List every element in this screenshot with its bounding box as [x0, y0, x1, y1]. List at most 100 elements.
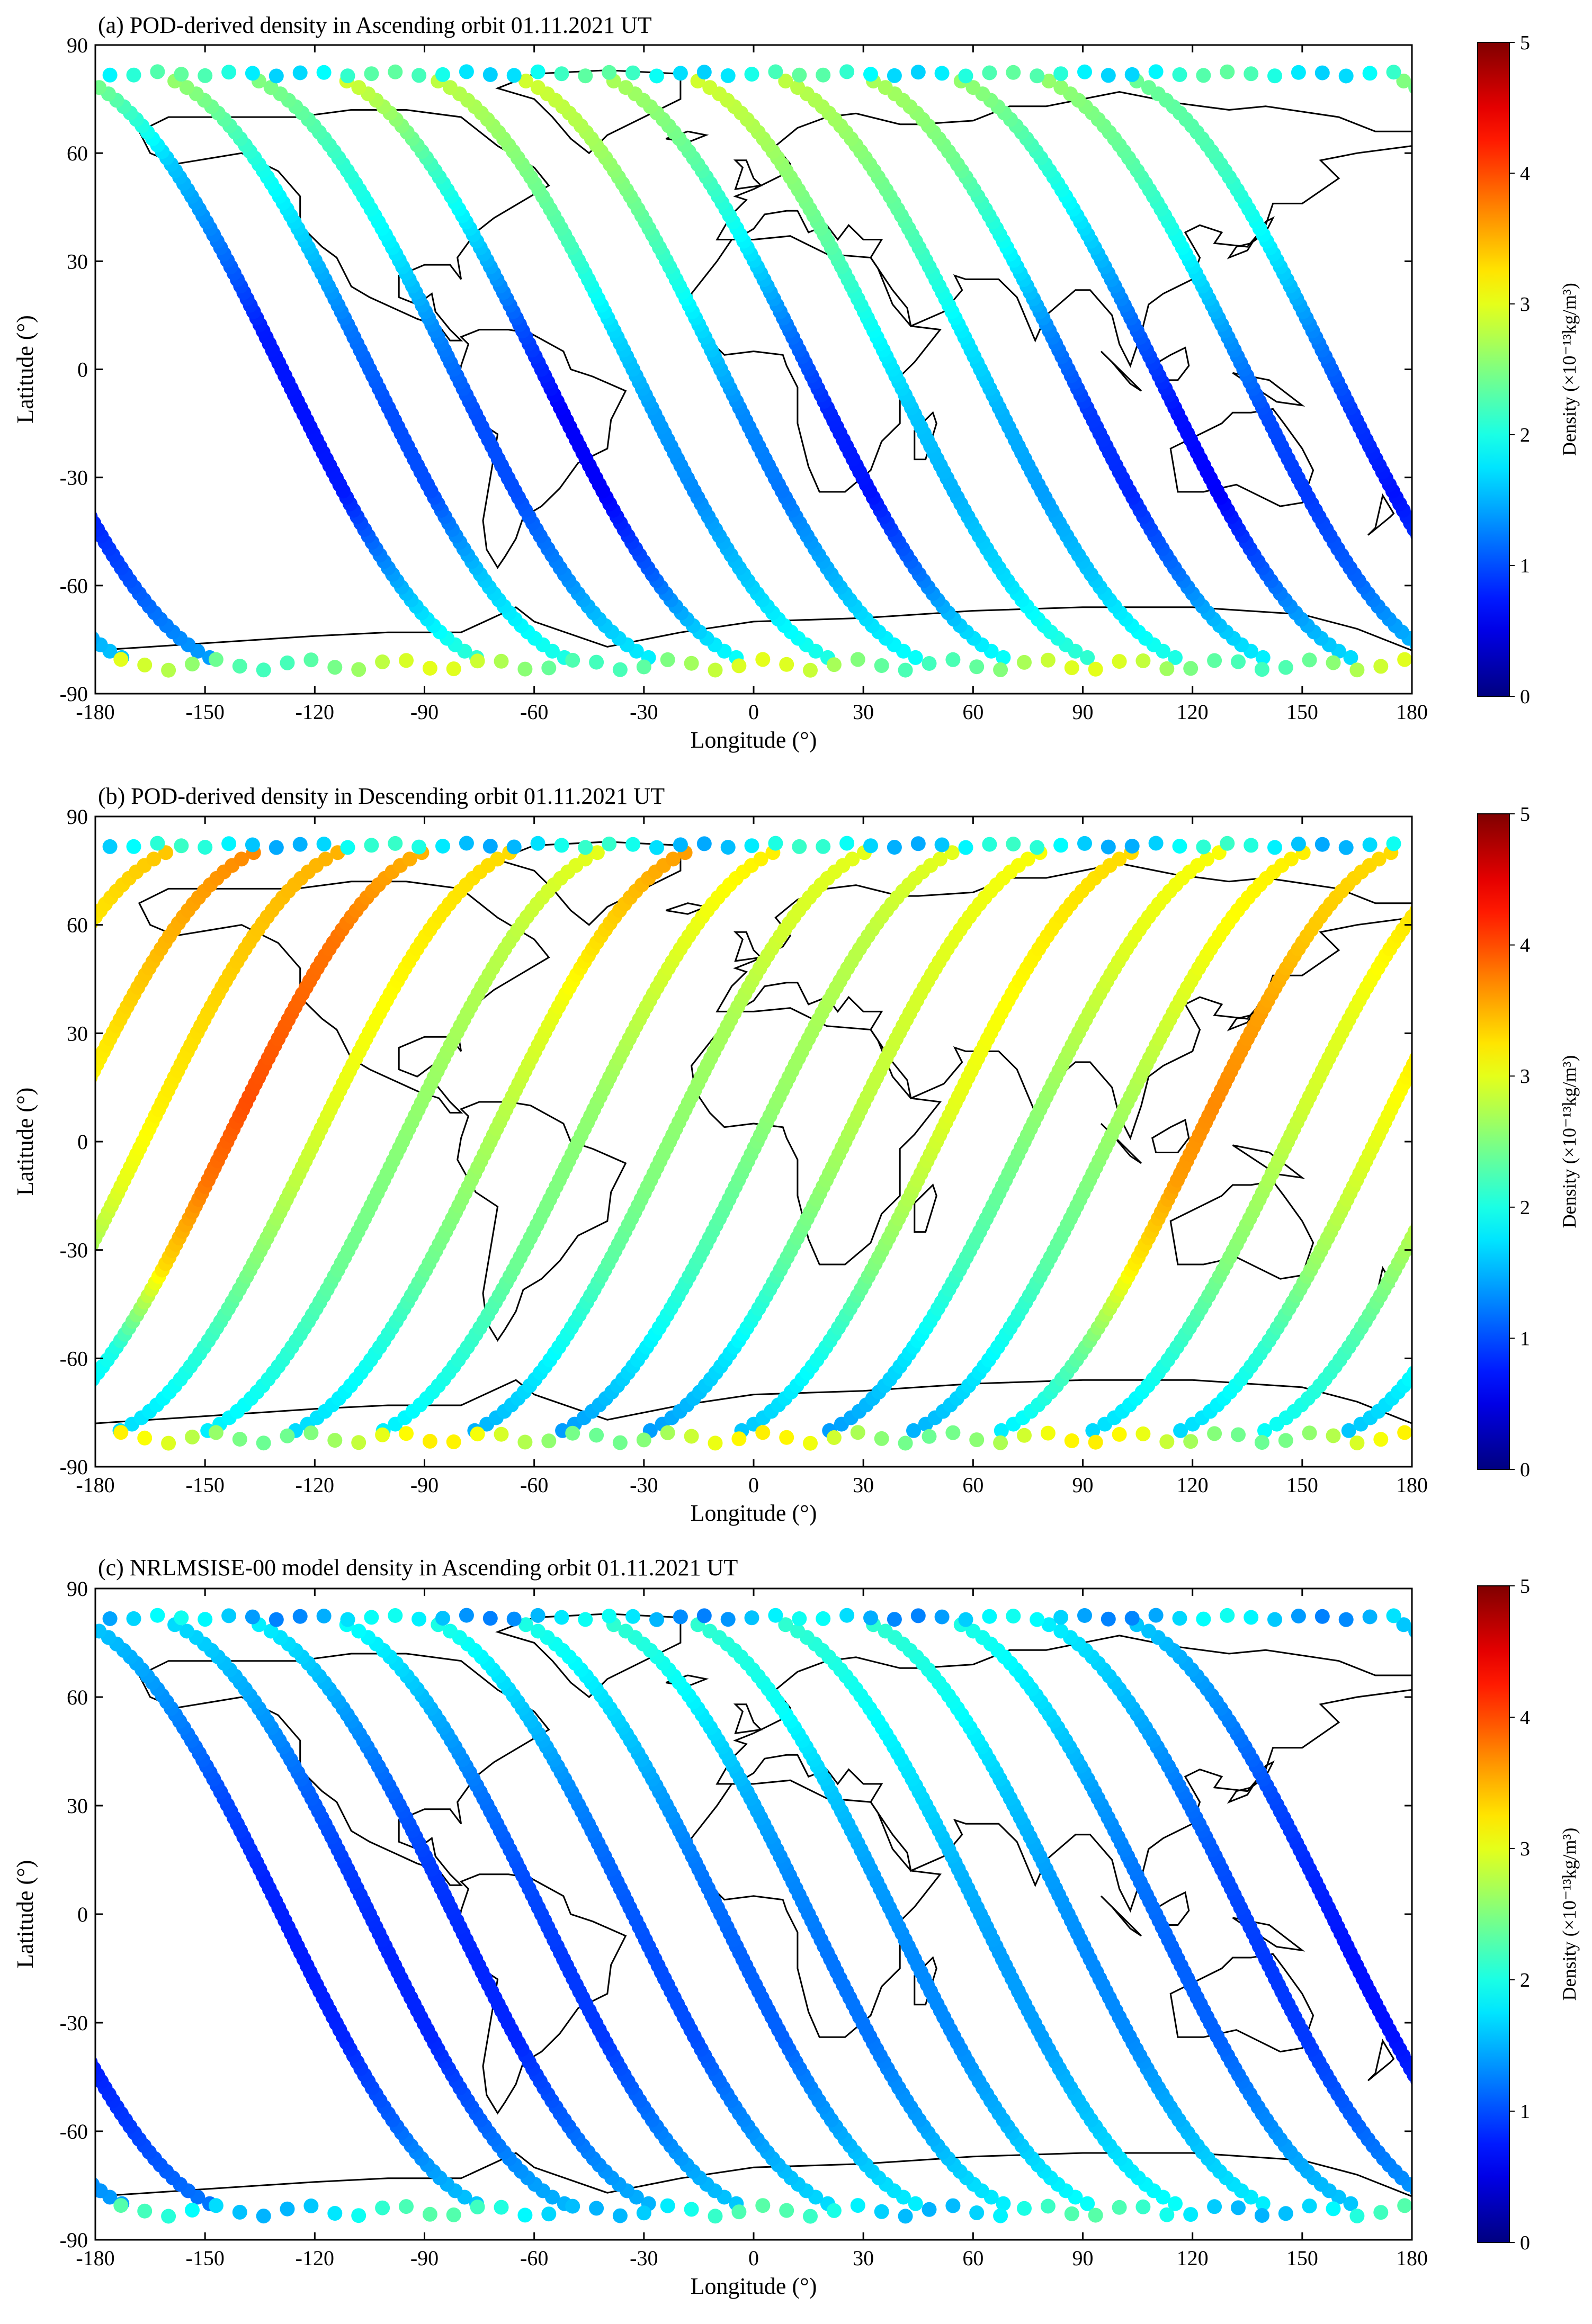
density-point [95, 631, 100, 645]
density-point [1255, 2196, 1271, 2211]
density-point [1141, 80, 1156, 95]
colorbar-tick-label: 0 [1520, 1459, 1530, 1481]
density-point [482, 1611, 498, 1626]
density-point [185, 2202, 200, 2218]
density-point [887, 840, 902, 855]
x-tick-label: 120 [1177, 1473, 1209, 1497]
density-point [578, 851, 593, 867]
density-point [612, 1435, 628, 1450]
panel-title: (a) POD-derived density in Ascending orb… [98, 12, 652, 38]
density-point [1207, 1426, 1222, 1441]
density-point [399, 653, 414, 668]
x-tick-label: -90 [410, 700, 439, 724]
density-point [792, 1611, 807, 1626]
orbit-pass-13 [95, 74, 1412, 665]
density-point [443, 80, 458, 95]
density-point [649, 840, 664, 855]
density-point [665, 851, 681, 867]
density-point [208, 1425, 223, 1440]
density-point [878, 80, 893, 95]
density-point [494, 653, 509, 669]
density-point [565, 1425, 580, 1441]
orbit-pass-3 [251, 74, 656, 665]
coastline [95, 606, 1412, 694]
orbit-pass-5 [288, 845, 693, 1438]
density-point [878, 1623, 893, 1639]
density-point [554, 66, 569, 82]
x-tick-label: -120 [296, 2246, 334, 2270]
density-point [316, 65, 332, 80]
density-point [1017, 654, 1032, 670]
orbit-pass-12 [95, 74, 1412, 665]
density-point [965, 1623, 981, 1639]
density-point [232, 2204, 247, 2220]
density-point [1349, 2209, 1365, 2223]
colorbar-label: Density (×10⁻¹³kg/m³) [1559, 1828, 1580, 2001]
y-tick-label: 90 [67, 1577, 88, 1601]
density-point [565, 652, 580, 668]
density-point [541, 1433, 557, 1449]
colorbar-tick-label: 3 [1520, 1838, 1530, 1860]
orbit-pass-2 [95, 845, 1412, 1438]
density-point [541, 2206, 557, 2222]
density-point [494, 1426, 509, 1442]
orbit-pass-5 [431, 74, 835, 665]
density-point [863, 67, 878, 82]
density-point [863, 838, 878, 854]
y-tick-label: 30 [67, 1021, 88, 1045]
density-point [422, 661, 437, 676]
density-point [1220, 64, 1235, 79]
density-point [755, 1425, 771, 1440]
x-tick-label: 150 [1286, 2246, 1318, 2270]
density-point [618, 80, 633, 95]
x-axis-label: Longitude (°) [691, 727, 817, 753]
x-tick-label: 30 [853, 700, 874, 724]
colorbar-tick-label: 3 [1520, 293, 1530, 316]
density-point [388, 64, 403, 79]
orbit-pass-10 [866, 1617, 1271, 2211]
coastline [1232, 1144, 1305, 1179]
x-tick-label: -120 [296, 700, 334, 724]
density-point [198, 68, 213, 83]
orbit-pass-9 [778, 1617, 1183, 2211]
density-point [684, 2202, 699, 2217]
colorbar-tick-label: 2 [1520, 1969, 1530, 1991]
density-point [731, 658, 747, 674]
density-point [161, 2209, 176, 2224]
density-point [137, 1430, 153, 1446]
coastline [495, 69, 682, 155]
orbit-pass-2 [167, 74, 572, 665]
density-point [554, 1610, 569, 1625]
x-tick-label: -30 [630, 700, 658, 724]
density-point [446, 661, 461, 677]
density-point [1030, 1612, 1045, 1627]
y-axis-label: Latitude (°) [12, 1860, 38, 1969]
coastline [138, 881, 550, 1114]
density-point [744, 67, 759, 82]
orbit-pass-3 [112, 845, 517, 1438]
density-point [1302, 1425, 1317, 1441]
density-point [422, 2206, 437, 2222]
density-point [1124, 67, 1140, 82]
density-point [1386, 65, 1401, 80]
density-point [1220, 836, 1235, 851]
density-point [161, 1435, 176, 1451]
y-tick-label: -30 [60, 2011, 88, 2035]
density-point [744, 1610, 759, 1626]
density-point [1053, 838, 1069, 853]
density-point [1006, 1609, 1021, 1624]
density-point [1314, 65, 1330, 80]
density-point [993, 662, 1008, 677]
colorbar-tick-label: 2 [1520, 1197, 1530, 1219]
density-point [1141, 1623, 1156, 1639]
orbit-pass-4 [339, 74, 744, 665]
y-tick-label: -30 [60, 1239, 88, 1262]
density-point [459, 64, 474, 79]
density-point [874, 2204, 889, 2219]
density-point [1257, 1423, 1272, 1438]
density-point [1173, 1423, 1188, 1438]
x-tick-label: -150 [186, 1473, 225, 1497]
panel-2: (b) POD-derived density in Descending or… [12, 783, 1580, 1526]
density-point [198, 1612, 213, 1627]
coastline [914, 1183, 937, 1233]
